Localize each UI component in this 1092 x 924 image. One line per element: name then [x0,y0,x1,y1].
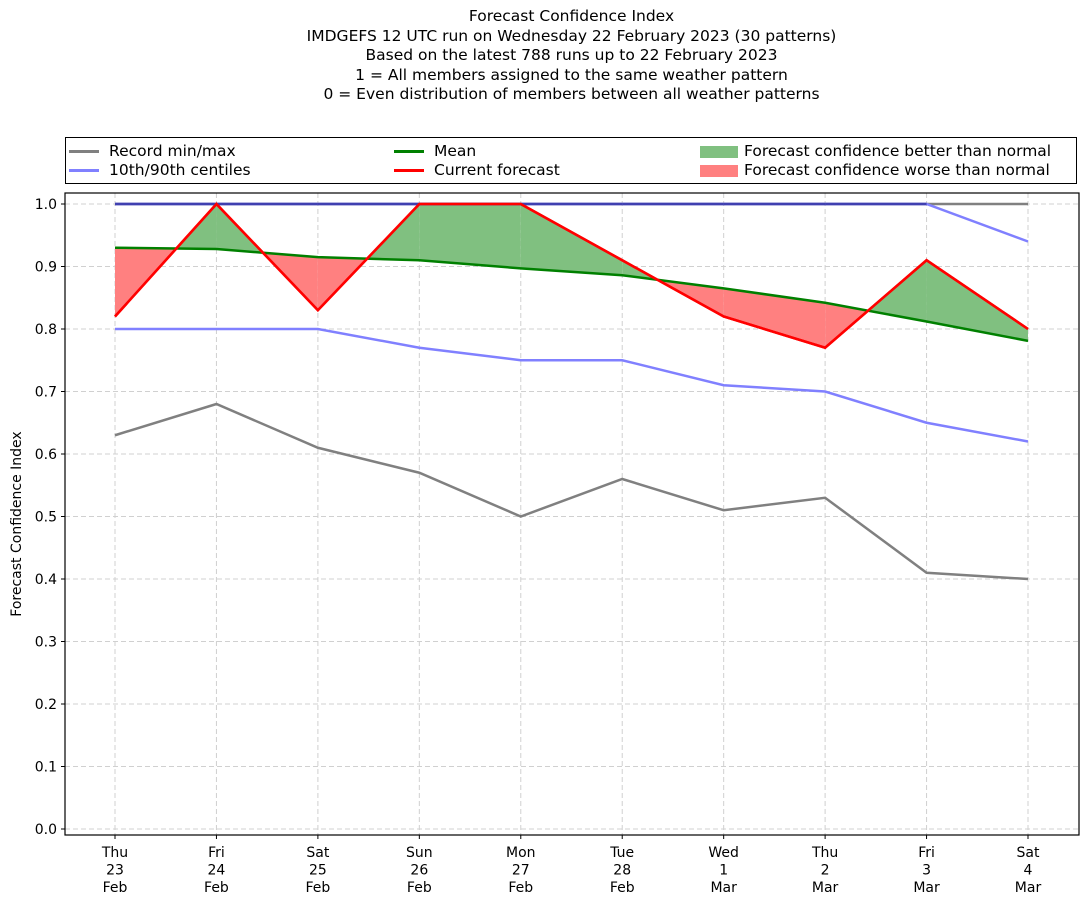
series-line-mean [114,246,1029,343]
x-tick-label: Sun [406,845,433,861]
legend-swatch-better [700,145,738,158]
legend-swatch-record [69,150,99,153]
x-axis: Thu23FebFri24FebSat25FebSun26FebMon27Feb… [101,835,1042,896]
x-tick-label: Mar [710,880,737,896]
y-tick-label: 0.2 [35,697,57,713]
x-tick-label: 27 [512,863,530,879]
x-tick-label: 2 [821,863,830,879]
legend-swatch-centiles [69,169,99,172]
x-tick-label: Feb [305,880,330,896]
fill-worse-than-normal [825,302,869,348]
legend-swatch-worse [700,164,738,177]
x-tick-label: Sat [1017,845,1040,861]
chart-subtitle-4: 0 = Even distribution of members between… [323,85,820,103]
legend-label-centiles: 10th/90th centiles [109,161,251,179]
x-tick-label: Fri [918,845,935,861]
legend-label-worse: Forecast confidence worse than normal [744,161,1050,179]
x-tick-label: Feb [204,880,229,896]
x-tick-label: 26 [410,863,428,879]
y-tick-label: 1.0 [35,197,57,213]
legend-label-better: Forecast confidence better than normal [744,142,1052,160]
fill-worse-than-normal [723,288,826,348]
chart-subtitle-3: 1 = All members assigned to the same wea… [355,65,788,84]
chart-legend: Record min/max 10th/90th centiles Mean C… [65,137,1077,184]
x-tick-label: Wed [708,845,739,861]
y-tick-label: 0.1 [35,760,57,776]
x-tick-label: 1 [719,863,728,879]
series-line-record-min [114,402,1029,581]
x-tick-label: Fri [208,845,225,861]
x-tick-label: 3 [922,863,931,879]
x-tick-label: Tue [609,845,634,861]
fill-better-than-normal [419,204,521,269]
legend-label-record: Record min/max [109,142,236,160]
series-line-current-forecast [114,202,1029,350]
x-tick-label: 4 [1024,863,1033,879]
chart-subtitle-2: Based on the latest 788 runs up to 22 Fe… [365,46,778,64]
x-tick-label: Sat [306,845,329,861]
fill-better-than-normal [520,204,623,276]
x-tick-label: Feb [103,880,128,896]
y-axis-label: Forecast Confidence Index [9,431,25,616]
series-line-10th-centile [115,327,1029,443]
y-tick-label: 0.4 [35,572,57,588]
x-tick-label: Mar [1015,880,1042,896]
legend-item-better: Forecast confidence better than normal [700,142,1051,161]
series-line-current-forecast-top [114,202,1029,350]
chart-title-block: Forecast Confidence Index IMDGEFS 12 UTC… [0,7,1092,105]
x-tick-label: Feb [407,880,432,896]
y-tick-label: 0.8 [35,322,57,338]
fill-better-than-normal [868,260,927,322]
y-tick-label: 0.5 [35,510,57,526]
x-tick-label: Thu [811,845,838,861]
legend-swatch-current [394,169,424,172]
legend-swatch-mean [394,150,424,153]
legend-item-centiles: 10th/90th centiles [69,161,251,180]
x-tick-label: Mar [812,880,839,896]
y-tick-label: 0.0 [35,822,57,838]
fill-better-than-normal [926,260,1028,341]
x-tick-label: 28 [613,863,631,879]
legend-item-mean: Mean [394,142,476,161]
confidence-fills [115,204,1028,348]
x-tick-label: Feb [610,880,635,896]
x-tick-label: Mar [913,880,940,896]
legend-label-current: Current forecast [434,161,560,179]
y-tick-label: 0.6 [35,447,57,463]
y-tick-label: 0.9 [35,260,57,276]
legend-item-current: Current forecast [394,161,560,180]
legend-item-record: Record min/max [69,142,236,161]
x-tick-label: Mon [506,845,536,861]
series-lines [114,202,1029,581]
y-axis: 0.0 0.1 0.2 0.3 0.4 0.5 0.6 0.7 0.8 0.9 1.0 [35,197,65,838]
x-tick-label: Feb [508,880,533,896]
y-tick-label: 0.3 [35,635,57,651]
chart-title: Forecast Confidence Index [468,7,675,25]
x-tick-label: Thu [101,845,128,861]
legend-label-mean: Mean [434,142,477,160]
chart-subtitle-1: IMDGEFS 12 UTC run on Wednesday 22 Febru… [306,26,837,45]
x-tick-label: 25 [309,863,327,879]
x-tick-label: 24 [208,863,226,879]
legend-item-worse: Forecast confidence worse than normal [700,161,1050,180]
plot-frame [64,192,1080,836]
y-tick-label: 0.7 [35,385,57,401]
x-tick-label: 23 [106,863,124,879]
